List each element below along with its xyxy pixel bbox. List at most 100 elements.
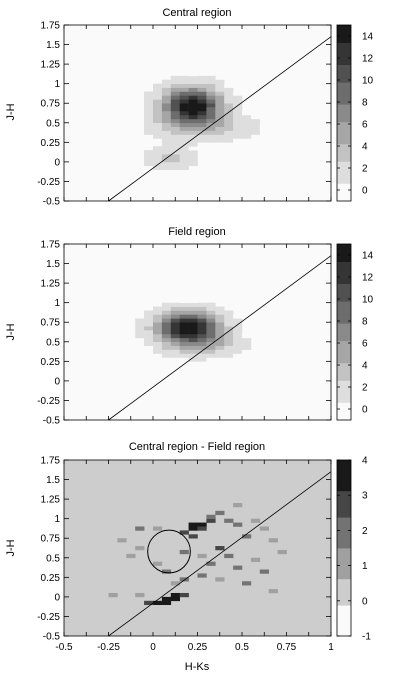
heatmap-cell [215,138,225,143]
heatmap-cell [233,341,243,346]
y-tick-label: -0.25 [37,177,60,188]
heatmap-cell [206,306,216,311]
heatmap-cell [224,99,234,104]
heatmap-cell [233,333,243,339]
heatmap-cell [144,95,154,100]
heatmap-cell [179,138,189,143]
heatmap-cell [135,546,145,551]
heatmap-cell [179,126,189,131]
colorbar-swatch [337,283,351,289]
heatmap-cell [215,326,225,331]
heatmap-cell [215,341,225,346]
heatmap-cell [197,306,207,311]
colorbar-swatch [337,301,351,306]
heatmap-cell [224,91,234,96]
colorbar-swatch [337,270,351,276]
colorbar-swatch [337,55,351,61]
heatmap-cell [135,122,145,127]
heatmap-cell [197,134,207,139]
heatmap-cell [206,330,216,335]
heatmap-cell [206,91,216,96]
heatmap-cell [206,326,216,331]
heatmap-cell [179,99,189,104]
heatmap-cell [215,79,225,84]
colorbar-tick-label: 12 [362,54,374,65]
heatmap-cell [170,107,180,112]
colorbar-swatch [337,170,351,175]
heatmap-cell [206,142,216,147]
heatmap-cell [161,306,172,311]
heatmap-cell [170,79,180,84]
heatmap-cell [144,114,154,120]
heatmap-cell [259,569,269,574]
colorbar-swatch [337,266,351,271]
heatmap-cell [161,146,172,151]
colorbar-swatch [337,486,351,492]
y-tick-label: 0 [54,376,60,387]
heatmap-cell [135,126,145,131]
heatmap-cell [206,114,216,120]
heatmap-cell [188,298,198,303]
heatmap-cell [153,341,163,346]
heatmap-cell [224,553,234,559]
colorbar-swatch [337,384,351,390]
y-tick-label: 0.25 [41,138,61,149]
heatmap-cell [161,333,172,339]
heatmap-cell [144,341,154,346]
colorbar-swatch [337,354,351,359]
heatmap-cells [64,460,331,636]
heatmap-cell [179,95,189,100]
heatmap-cell [153,111,163,116]
heatmap-cell [215,134,225,139]
heatmap-cell [188,349,198,354]
colorbar-swatch [337,292,351,298]
y-tick-label: 1 [54,79,60,90]
heatmap-cell [179,134,189,139]
plot-background [64,460,331,636]
y-tick-label: 0.5 [46,118,60,129]
colorbar-swatch [337,60,351,65]
colorbar-swatch [337,117,351,123]
plot-frame [63,459,332,637]
heatmap-cell [233,95,243,100]
y-axis-label: J-H [5,539,17,556]
heatmap-cell [197,302,207,307]
heatmap-cell [153,318,163,323]
y-tick-label: 1.5 [46,40,60,51]
colorbar-swatch [337,574,351,580]
y-tick-label: -0.5 [43,416,61,427]
heatmap-cell [188,71,198,77]
heatmap-cell [179,157,189,163]
colorbar-swatch [337,376,351,381]
heatmap-cell [224,114,234,120]
heatmap-cell [170,322,180,327]
colorbar-swatch [337,25,351,30]
heatmap-cell [179,349,189,354]
heatmap-cell [144,345,154,350]
colorbar: 0 2 4 6 8 10 12 14 [336,243,374,421]
heatmap-cell [135,326,145,331]
heatmap-cell [188,99,198,104]
heatmap-cell [277,549,287,555]
colorbar-swatch [337,605,351,610]
heatmap-cell [188,118,198,124]
heatmap-cell [268,589,278,594]
heatmap-cell [197,114,207,120]
heatmap-cell [153,326,163,331]
heatmap-cell [179,114,189,120]
heatmap-cell [197,87,207,92]
panel-title: Central region [162,7,231,19]
heatmap-cell [179,161,189,167]
heatmap-cell [153,134,163,139]
colorbar-swatch [337,402,351,408]
heatmap-cell [153,314,163,319]
colorbar-swatch [337,556,351,562]
colorbar-swatch [337,618,351,624]
heatmap-cell [153,146,163,151]
x-tick-label: 1 [328,642,334,653]
heatmap-cell [179,91,189,96]
panel-central-region: Central region J-H -0.5 -0.25 0 0.25 0.5 0.75… [5,7,374,208]
heatmap-cell [135,333,145,339]
heatmap-cell [161,150,172,155]
heatmap-cell [153,122,163,127]
